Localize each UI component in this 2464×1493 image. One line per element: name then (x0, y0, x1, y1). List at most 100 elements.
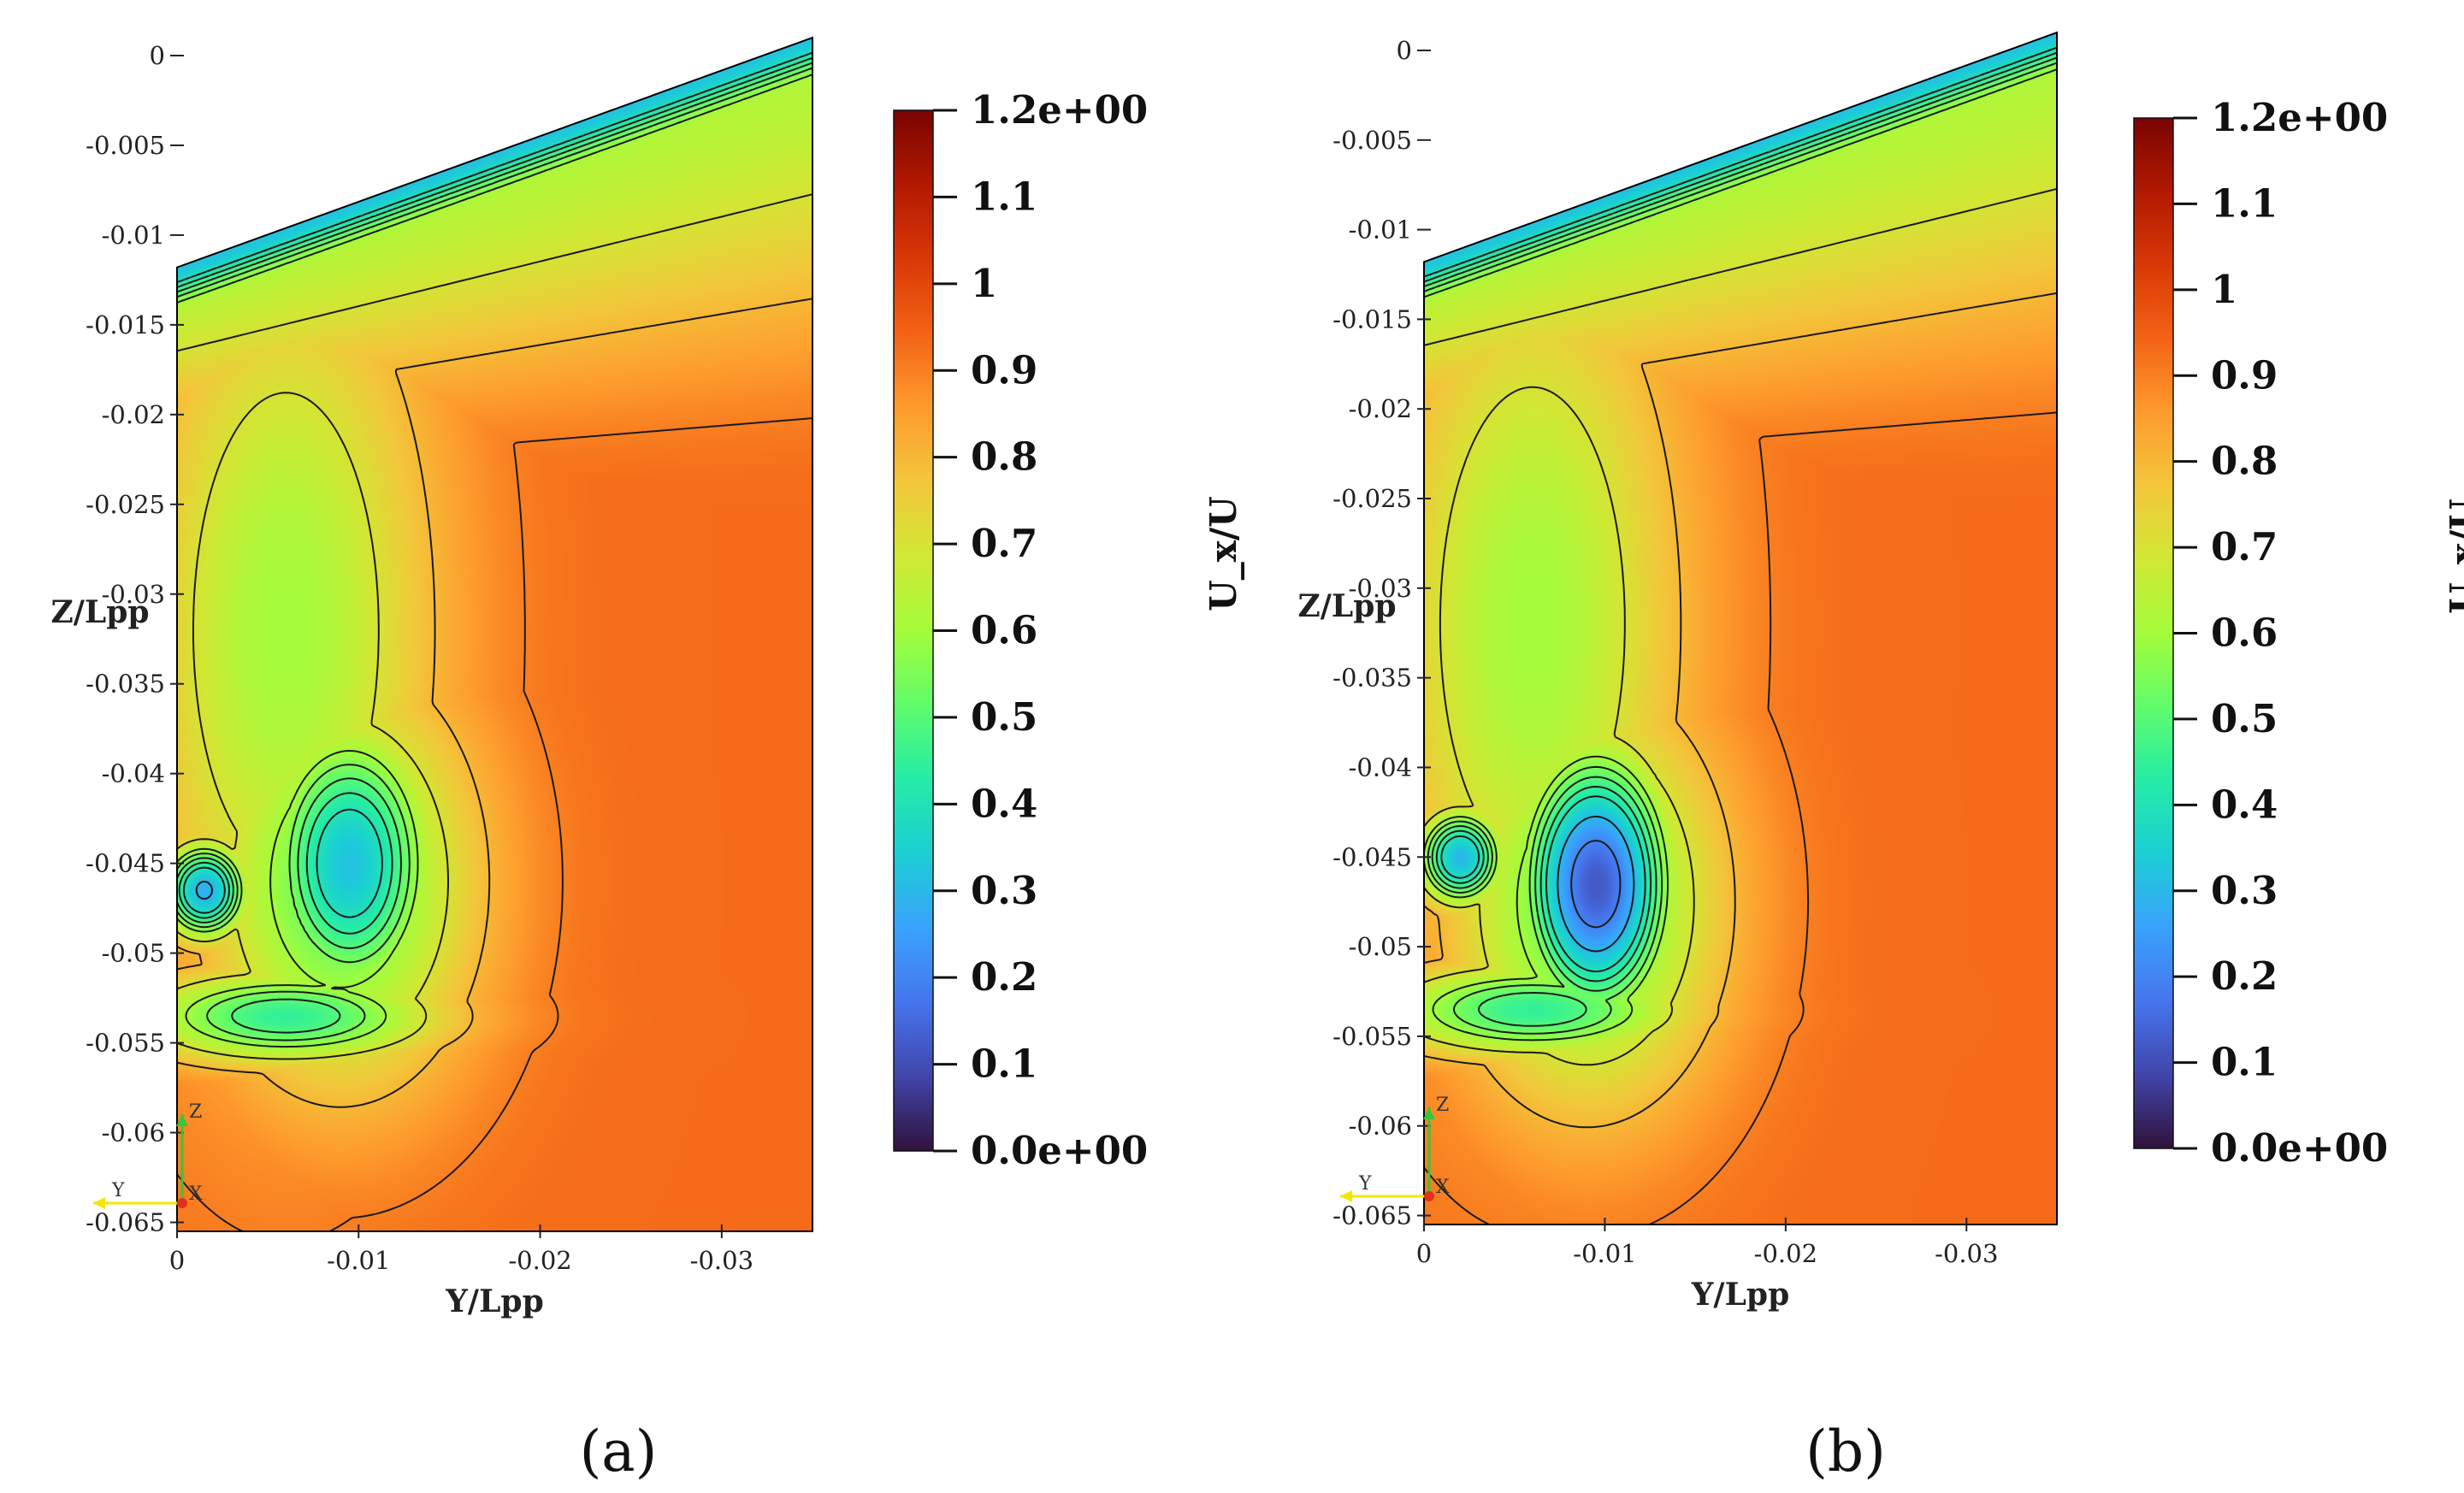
colorbar-label: 0.4 (2211, 782, 2278, 827)
colorbar-label: 0.2 (2211, 953, 2278, 999)
colorbar-label: 0.0e+00 (2211, 1125, 2388, 1171)
y-axis-title-b: Z/Lpp (1297, 588, 1396, 624)
y-tick-label: -0.01 (102, 221, 165, 250)
triad-z-arrow (1423, 1107, 1435, 1119)
x-tick-label: -0.03 (690, 1246, 753, 1275)
colorbar-label: 0.3 (971, 868, 1037, 913)
y-tick-label: -0.03 (1349, 574, 1412, 603)
contour-level-0-9 (1424, 411, 2057, 1224)
colorbar-label: 0.0e+00 (971, 1128, 1148, 1173)
x-tick-label: 0 (169, 1246, 185, 1275)
y-tick-label: 0 (1397, 36, 1412, 65)
domain-outline-a (176, 36, 813, 1232)
contour-level-0-6 (1424, 68, 2057, 1042)
y-tick-label: -0.02 (1349, 394, 1412, 423)
colorbar-b: 1.2e+00 1.1 1 0.9 0.8 0.7 0.6 0.5 0.4 0.3 0.2 0.1 0.… (2133, 95, 2388, 1171)
y-tick-label: -0.02 (102, 400, 165, 429)
triad-x-axis (1424, 1191, 1434, 1201)
colorbar-label: 0.5 (971, 694, 1037, 740)
triad-y-arrow (93, 1197, 105, 1209)
colorbar-label: 0.7 (2211, 524, 2278, 569)
y-axis-title-a: Z/Lpp (50, 594, 149, 630)
y-tick-label: -0.045 (86, 849, 165, 878)
x-axis-title-b: Y/Lpp (1691, 1277, 1790, 1313)
y-tick-label: -0.01 (1349, 215, 1412, 245)
triad-y-arrow (1340, 1190, 1352, 1202)
colorbar-label: 0.1 (2211, 1040, 2278, 1085)
panel-b: 0 -0.005 -0.01 -0.015 -0.02 -0.025 -0.03 -0.035… (1297, 31, 2464, 1484)
y-tick-label: -0.035 (86, 670, 165, 699)
y-tick-label: -0.065 (86, 1208, 165, 1237)
y-tick-label: -0.06 (102, 1118, 165, 1148)
contour-level-0-9 (177, 417, 812, 1231)
x-tick-label: -0.01 (327, 1246, 390, 1275)
panel-a: 0 -0.005 -0.01 -0.015 -0.02 -0.025 -0.03 -0.035… (50, 36, 1244, 1484)
contour-level-0-8 (1424, 292, 2057, 1129)
contour-level-0-2 (1570, 840, 1622, 929)
domain-outline-b (1423, 31, 2058, 1225)
triad-label-x: X (189, 1183, 203, 1205)
contour-level-0-4 (1424, 46, 2057, 973)
colorbar-label: 1.1 (2211, 180, 2278, 226)
colorbar-label: 0.9 (2211, 352, 2278, 398)
colorbar-label: 1 (971, 261, 997, 306)
triad-z-arrow (176, 1114, 188, 1126)
colorbar-title-a: U_x/U (1202, 496, 1244, 611)
triad-label-z: Z (189, 1101, 202, 1123)
colorbar-label: 0.8 (971, 434, 1037, 480)
colorbar-label: 0.9 (971, 347, 1037, 392)
contour-lines-a (177, 51, 812, 1231)
contour-level-0-7 (177, 192, 812, 1060)
contour-level-0-7 (1424, 187, 2057, 1066)
colorbar-label: 0.2 (971, 954, 1037, 1000)
triad-label-x: X (1436, 1177, 1450, 1198)
y-tick-label: -0.015 (86, 310, 165, 339)
contour-level-0-45 (177, 56, 812, 935)
y-tick-label: -0.025 (1332, 484, 1412, 513)
y-tick-label: -0.035 (1332, 664, 1412, 693)
colorbar-a: 1.2e+00 1.1 1 0.9 0.8 0.7 0.6 0.5 0.4 0.3 0.2 0.1 0.… (893, 87, 1148, 1173)
colorbar-ramp (893, 109, 934, 1152)
triad-label-y: Y (1358, 1173, 1372, 1195)
y-tick-label: -0.005 (86, 131, 165, 160)
velocity-field-a (177, 38, 812, 1231)
y-tick-label: -0.05 (1349, 932, 1412, 961)
colorbar-ramp (2133, 117, 2174, 1149)
contour-level-0-5 (177, 62, 812, 1034)
contour-level-0-3 (195, 880, 213, 900)
colorbar-label: 0.3 (2211, 868, 2278, 913)
y-tick-label: -0.015 (1332, 304, 1412, 333)
y-tick-label: -0.04 (102, 759, 165, 788)
x-tick-label: -0.03 (1935, 1239, 1998, 1268)
y-tick-label: 0 (150, 41, 165, 70)
y-tick-label: -0.06 (1349, 1112, 1412, 1141)
x-tick-label: -0.02 (1754, 1239, 1817, 1268)
y-tick-label: -0.04 (1349, 752, 1412, 782)
triad-label-y: Y (111, 1180, 125, 1201)
y-tick-label: -0.065 (1332, 1201, 1412, 1230)
orientation-axes-a: Y Z X (93, 1101, 203, 1209)
y-tick-label: -0.05 (102, 939, 165, 968)
axis-ticks-b: 0 -0.005 -0.01 -0.015 -0.02 -0.025 -0.03 -0.035… (1332, 36, 1998, 1268)
y-tick-label: -0.03 (102, 580, 165, 609)
x-tick-label: 0 (1416, 1239, 1432, 1268)
y-tick-label: -0.055 (86, 1029, 165, 1058)
caption-b: (b) (1805, 1419, 1886, 1484)
axis-ticks-a: 0 -0.005 -0.01 -0.015 -0.02 -0.025 -0.03 -0.035… (86, 41, 753, 1275)
y-tick-label: -0.045 (1332, 842, 1412, 871)
colorbar-label: 0.1 (971, 1042, 1037, 1087)
contour-level-0-4 (177, 51, 812, 918)
colorbar-label: 1 (2211, 267, 2237, 312)
colorbar-label: 1.2e+00 (2211, 95, 2388, 140)
contour-level-0-5 (1424, 56, 2057, 1027)
colorbar-label: 1.1 (971, 174, 1037, 219)
contour-level-0-3 (1557, 815, 1635, 953)
y-tick-label: -0.025 (86, 490, 165, 519)
contour-level-0-8 (177, 298, 812, 1108)
contour-lines-b (1424, 46, 2057, 1224)
triad-label-z: Z (1436, 1095, 1449, 1116)
velocity-field-b (1424, 32, 2057, 1224)
x-axis-title-a: Y/Lpp (445, 1284, 544, 1319)
colorbar-label: 0.7 (971, 521, 1037, 566)
